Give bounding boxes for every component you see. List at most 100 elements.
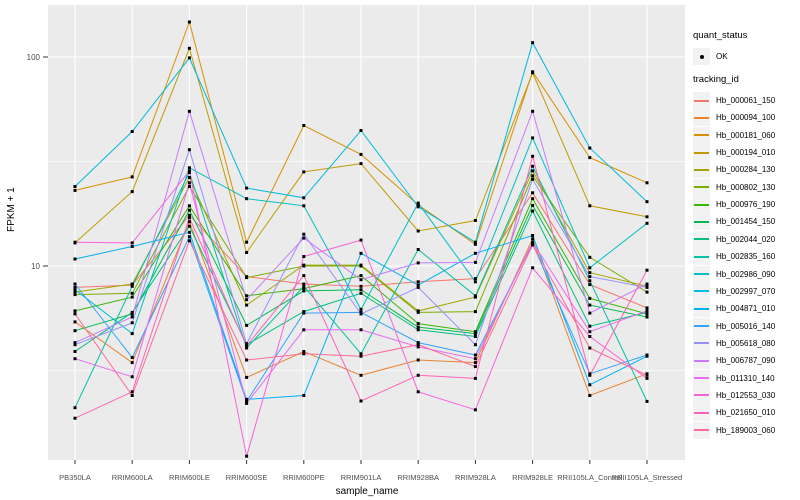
legend-key-swatch — [693, 317, 710, 335]
legend-item-Hb_189003_060: Hb_189003_060 — [693, 421, 776, 439]
legend-item-label: Hb_000194_010 — [716, 148, 776, 158]
legend-item-Hb_011310_140: Hb_011310_140 — [693, 369, 775, 387]
legend-item-Hb_002997_070: Hb_002997_070 — [693, 282, 776, 300]
legend-item-Hb_002835_160: Hb_002835_160 — [693, 248, 776, 266]
legend-item-label: Hb_021650_010 — [716, 408, 776, 418]
legend-key-line-icon — [694, 220, 709, 223]
legend-item-Hb_000284_130: Hb_000284_130 — [693, 161, 776, 179]
svg-text:10: 10 — [31, 262, 40, 271]
legend-item-label: Hb_011310_140 — [716, 373, 775, 383]
legend-key-swatch — [693, 282, 710, 300]
legend-item-label: Hb_012553_030 — [716, 390, 776, 400]
legend-key-line-icon — [694, 325, 709, 328]
legend-key-line-icon — [694, 186, 709, 189]
legend-key-line-icon — [694, 273, 709, 275]
legend-key-line-icon — [694, 238, 709, 241]
legend-key-swatch — [693, 92, 710, 109]
data-points — [73, 20, 649, 458]
axis-ticks — [43, 56, 648, 464]
legend: quant_status OK tracking_id Hb_000061_15… — [691, 0, 800, 500]
legend-item-Hb_000976_190: Hb_000976_190 — [693, 196, 776, 214]
legend-item-label: Hb_000976_190 — [716, 200, 776, 210]
legend-key-line-icon — [694, 359, 709, 362]
legend-key-swatch — [693, 352, 710, 370]
legend-item-label: Hb_000181_060 — [716, 130, 776, 140]
panel-background — [48, 5, 685, 460]
svg-text:RRIM600PE: RRIM600PE — [283, 473, 325, 482]
legend-item-Hb_006787_090: Hb_006787_090 — [693, 352, 776, 370]
legend-key-line-icon — [694, 429, 709, 432]
gridlines-major — [48, 56, 685, 267]
svg-text:RRIM928LA: RRIM928LA — [455, 473, 496, 482]
legend-item-Hb_002044_020: Hb_002044_020 — [693, 230, 776, 248]
svg-text:PB350LA: PB350LA — [59, 473, 91, 482]
legend-key-swatch — [693, 300, 710, 318]
legend-key-swatch — [693, 230, 710, 248]
legend-item-label: Hb_001454_150 — [716, 217, 776, 227]
legend-key-line-icon — [694, 255, 709, 258]
legend-key-swatch — [693, 369, 710, 387]
legend-item-label: Hb_000061_150 — [716, 96, 776, 105]
svg-text:RRII105LA_Stressed: RRII105LA_Stressed — [612, 473, 682, 482]
legend-item-Hb_021650_010: Hb_021650_010 — [693, 404, 776, 422]
legend-item-Hb_000094_100: Hb_000094_100 — [693, 109, 776, 127]
x-tick-labels: PB350LA RRIM600LA RRIM600LE RRIM600SE RRIM60… — [59, 473, 682, 482]
legend-title-tracking-id: tracking_id — [693, 74, 739, 85]
legend-key-line-icon — [694, 290, 709, 293]
svg-text:RRII105LA_Control: RRII105LA_Control — [557, 473, 622, 482]
legend-item-Hb_000061_150: Hb_000061_150 — [693, 92, 775, 109]
svg-text:RRIM928BA: RRIM928BA — [397, 473, 439, 482]
legend-key-swatch — [693, 161, 710, 179]
legend-key-ok — [693, 48, 710, 65]
svg-text:RRIM600SE: RRIM600SE — [226, 473, 268, 482]
legend-item-label: Hb_000284_130 — [716, 165, 776, 175]
legend-item-label: Hb_002997_070 — [716, 286, 776, 296]
legend-key-swatch — [693, 178, 710, 196]
legend-key-line-icon — [694, 342, 709, 345]
legend-key-swatch — [693, 404, 710, 422]
legend-key-swatch — [693, 109, 710, 127]
legend-item-label: Hb_002044_020 — [716, 234, 776, 244]
svg-text:RRIM600LA: RRIM600LA — [112, 473, 153, 482]
x-axis-title: sample_name — [335, 486, 399, 497]
legend-key-swatch — [693, 144, 710, 162]
legend-item-Hb_001454_150: Hb_001454_150 — [693, 213, 776, 231]
legend-item-label: Hb_189003_060 — [716, 425, 776, 435]
legend-key-line-icon — [694, 203, 709, 206]
legend-item-Hb_002986_090: Hb_002986_090 — [693, 265, 776, 283]
legend-key-line-icon — [694, 394, 709, 397]
legend-key-line-icon — [694, 151, 709, 154]
legend-key-line-icon — [694, 411, 709, 414]
legend-key-swatch — [693, 213, 710, 231]
y-axis-title: FPKM + 1 — [6, 187, 17, 232]
legend-key-line-icon — [694, 377, 709, 380]
point-symbol-icon — [699, 54, 704, 59]
legend-item-label: Hb_000094_100 — [716, 113, 776, 123]
legend-key-line-icon — [694, 134, 709, 137]
legend-key-swatch — [693, 265, 710, 283]
legend-key-swatch — [693, 386, 710, 404]
legend-item-label: Hb_002986_090 — [716, 269, 776, 279]
legend-title-quant-status: quant_status — [693, 30, 748, 41]
legend-item-label: Hb_002835_160 — [716, 252, 776, 262]
legend-item-label: Hb_005618_080 — [716, 338, 776, 348]
legend-key-swatch — [693, 248, 710, 266]
legend-key-swatch — [693, 334, 710, 352]
y-tick-labels: 100 10 — [27, 53, 41, 271]
svg-text:RRIM901LA: RRIM901LA — [341, 473, 382, 482]
legend-key-line-icon — [694, 116, 709, 119]
legend-key-line-icon — [694, 99, 709, 102]
legend-item-Hb_005618_080: Hb_005618_080 — [693, 334, 776, 352]
legend-item-label: Hb_000802_130 — [716, 182, 776, 192]
svg-text:RRIM600LE: RRIM600LE — [169, 473, 210, 482]
legend-key-swatch — [693, 196, 710, 214]
legend-item-label: Hb_004871_010 — [716, 304, 776, 314]
legend-item-Hb_005016_140: Hb_005016_140 — [693, 317, 775, 335]
legend-key-swatch — [693, 126, 710, 144]
legend-item-Hb_000194_010: Hb_000194_010 — [693, 144, 776, 162]
legend-item-label: Hb_006787_090 — [716, 356, 776, 366]
legend-item-Hb_004871_010: Hb_004871_010 — [693, 300, 776, 318]
legend-item-Hb_012553_030: Hb_012553_030 — [693, 386, 776, 404]
